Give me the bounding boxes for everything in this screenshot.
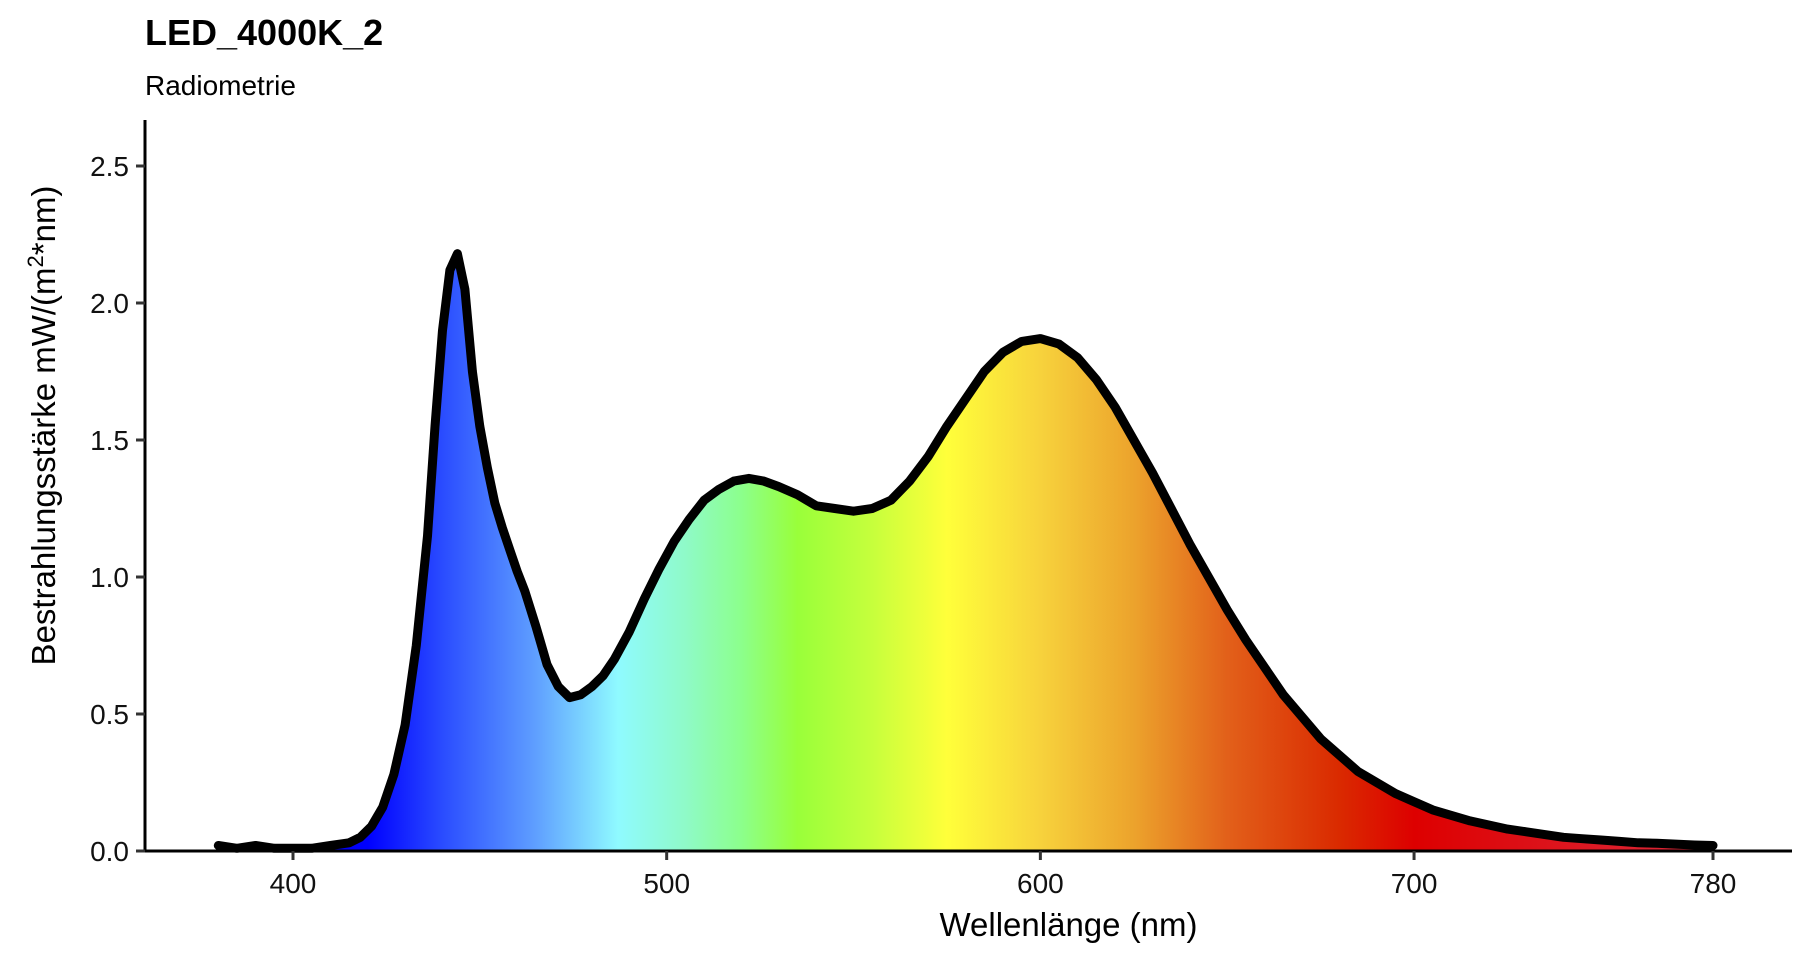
- chart-title: LED_4000K_2: [145, 12, 384, 53]
- x-tick-label: 400: [270, 868, 317, 899]
- y-tick-label: 2.0: [90, 288, 129, 319]
- y-axis-title: Bestrahlungsstärke mW/(m2*nm): [23, 186, 63, 666]
- y-axis-title-tail: *nm): [25, 186, 62, 256]
- y-axis-title-main: Bestrahlungsstärke mW/(m: [25, 268, 62, 666]
- x-tick-label: 780: [1690, 868, 1737, 899]
- x-tick-label: 700: [1391, 868, 1438, 899]
- y-tick-label: 0.0: [90, 836, 129, 867]
- plot-area: [213, 249, 1718, 853]
- chart-subtitle: Radiometrie: [145, 70, 296, 101]
- y-tick-label: 1.5: [90, 425, 129, 456]
- axes: 400 500 600 700 780 0.0 0.5 1.0 1.5 2.0 2.5: [90, 120, 1792, 899]
- spectrum-fill-area: [218, 253, 1713, 851]
- x-axis-title: Wellenlänge (nm): [939, 906, 1197, 943]
- y-tick-label: 1.0: [90, 562, 129, 593]
- y-tick-label: 0.5: [90, 699, 129, 730]
- x-tick-label: 500: [643, 868, 690, 899]
- y-axis-title-sup: 2: [23, 255, 48, 267]
- series-line: [213, 249, 1718, 853]
- x-tick-label: 600: [1017, 868, 1064, 899]
- y-tick-label: 2.5: [90, 151, 129, 182]
